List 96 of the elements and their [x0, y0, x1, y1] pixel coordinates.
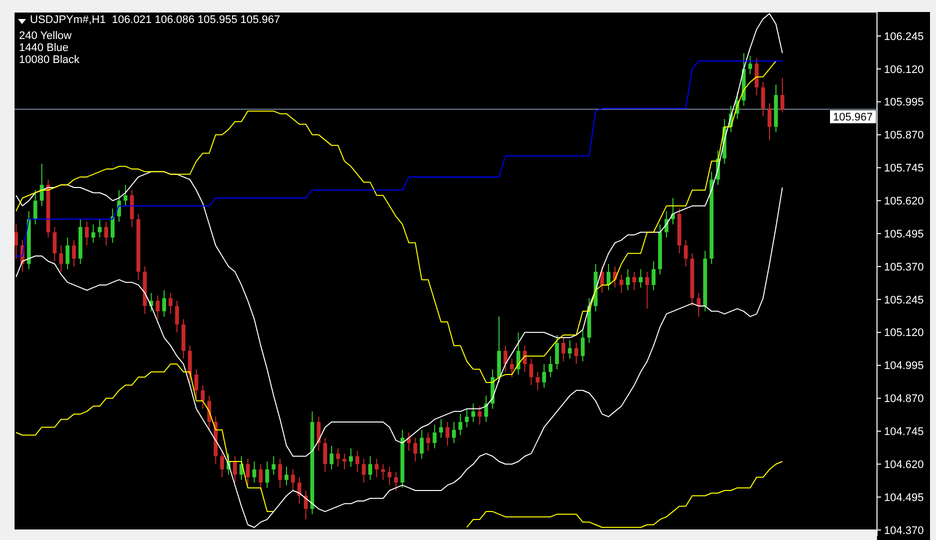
candlestick: [342, 453, 346, 470]
candlestick: [246, 458, 250, 486]
chart-title: USDJPYm#,H1 106.021 106.086 105.955 105.967: [30, 14, 280, 26]
y-tick-label: 105.995: [884, 96, 924, 109]
candlestick: [619, 274, 624, 294]
y-tick-label: 105.120: [884, 327, 924, 340]
candlestick: [464, 408, 469, 428]
candlestick: [362, 458, 366, 484]
candlestick: [504, 345, 508, 372]
candlestick: [638, 268, 643, 288]
candlestick: [374, 458, 379, 478]
candlestick: [33, 190, 38, 225]
candlestick: [748, 55, 752, 75]
candlestick: [194, 368, 198, 399]
annotation: 240 Yellow: [19, 30, 72, 42]
candlestick: [323, 437, 328, 473]
candlestick: [664, 210, 668, 238]
y-tick-label: 105.495: [884, 228, 924, 240]
candlestick: [394, 472, 398, 491]
candlestick: [439, 418, 443, 438]
candlestick: [580, 329, 585, 362]
candlestick: [84, 221, 89, 246]
candlestick: [110, 208, 115, 244]
candlestick: [278, 458, 282, 488]
annotation: 10080 Black: [19, 54, 80, 66]
candlestick: [98, 218, 102, 238]
y-tick-label: 104.995: [884, 360, 924, 372]
candlestick: [632, 271, 636, 291]
candlestick: [432, 424, 437, 449]
candlestick: [188, 345, 192, 383]
ref-line-label: 105.967: [833, 112, 873, 124]
candlestick: [446, 421, 450, 446]
y-tick-label: 105.745: [884, 162, 924, 175]
candlestick: [162, 290, 166, 318]
candlestick: [426, 432, 430, 452]
candlestick: [780, 77, 784, 113]
candlestick: [652, 260, 656, 291]
candlestick: [458, 414, 462, 436]
candlestick: [548, 356, 552, 378]
candlestick: [52, 226, 57, 262]
candlestick: [626, 268, 630, 291]
candlestick: [542, 364, 546, 388]
candlestick: [555, 334, 559, 370]
candlestick: [452, 421, 456, 444]
candlestick: [510, 358, 514, 378]
candlestick: [561, 337, 566, 362]
candlestick: [696, 292, 701, 318]
y-tick-label: 105.370: [884, 261, 924, 274]
y-tick-label: 104.495: [884, 492, 924, 504]
candlestick: [297, 476, 302, 504]
candlestick: [220, 450, 224, 478]
candlestick: [574, 342, 578, 365]
candlestick: [606, 263, 610, 291]
candlestick: [272, 456, 276, 476]
y-tick-label: 105.870: [884, 130, 924, 142]
candlestick: [175, 300, 179, 333]
candlestick: [600, 266, 604, 294]
candlestick: [381, 464, 386, 480]
candlestick: [124, 184, 128, 206]
y-tick-label: 105.620: [884, 196, 924, 208]
y-tick-label: 106.120: [884, 64, 924, 76]
candlestick: [233, 456, 237, 484]
candlestick: [72, 240, 76, 268]
candlestick: [291, 468, 295, 491]
candlestick: [536, 371, 540, 391]
y-tick-label: 104.370: [884, 524, 924, 537]
y-tick-label: 105.245: [884, 294, 924, 306]
candlestick: [130, 190, 134, 228]
candlestick: [284, 466, 288, 486]
candlestick: [413, 437, 418, 462]
candlestick: [516, 332, 520, 376]
candlestick: [168, 292, 172, 314]
candlestick: [645, 271, 650, 310]
candlestick: [355, 450, 360, 473]
candlestick: [59, 244, 64, 272]
candlestick: [484, 395, 488, 422]
candlestick: [330, 445, 334, 470]
annotation: 1440 Blue: [19, 42, 69, 54]
candlestick: [265, 460, 270, 488]
candlestick: [104, 221, 108, 246]
candlestick: [368, 456, 372, 480]
candlestick: [336, 448, 340, 468]
y-tick-label: 104.620: [884, 458, 924, 471]
candlestick: [66, 237, 70, 270]
candlestick: [768, 102, 772, 141]
y-tick-label: 106.245: [884, 30, 924, 43]
candlestick: [388, 466, 392, 486]
candlestick: [568, 340, 572, 360]
candlestick: [252, 460, 256, 484]
candlestick: [754, 58, 759, 96]
y-tick-label: 104.745: [884, 426, 924, 438]
candlestick: [156, 295, 160, 320]
candlestick: [117, 190, 121, 222]
candlestick: [348, 448, 353, 468]
y-tick-label: 104.870: [884, 393, 924, 406]
candlestick: [761, 82, 766, 117]
